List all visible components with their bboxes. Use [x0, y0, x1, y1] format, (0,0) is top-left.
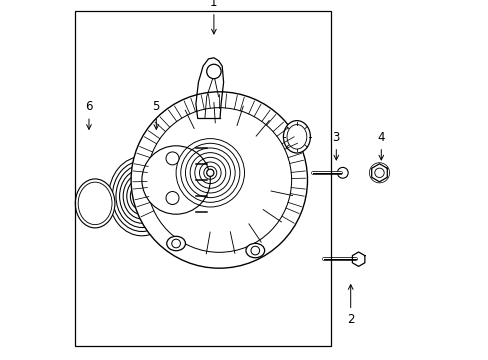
Circle shape	[131, 92, 307, 268]
Text: 2: 2	[346, 285, 354, 326]
Circle shape	[166, 152, 179, 165]
Bar	[75, 11, 330, 346]
Circle shape	[250, 246, 259, 255]
Ellipse shape	[245, 243, 264, 258]
Circle shape	[171, 239, 180, 248]
Ellipse shape	[283, 121, 310, 153]
Circle shape	[206, 169, 213, 176]
Circle shape	[206, 64, 221, 78]
Circle shape	[137, 192, 146, 201]
Text: 1: 1	[210, 0, 217, 34]
Text: 6: 6	[85, 100, 93, 129]
Text: 4: 4	[377, 131, 384, 160]
Circle shape	[166, 192, 179, 204]
Circle shape	[337, 167, 347, 178]
Ellipse shape	[166, 236, 185, 251]
Text: 5: 5	[152, 100, 160, 129]
Text: 3: 3	[332, 131, 339, 160]
Ellipse shape	[75, 179, 115, 228]
Circle shape	[142, 146, 210, 214]
